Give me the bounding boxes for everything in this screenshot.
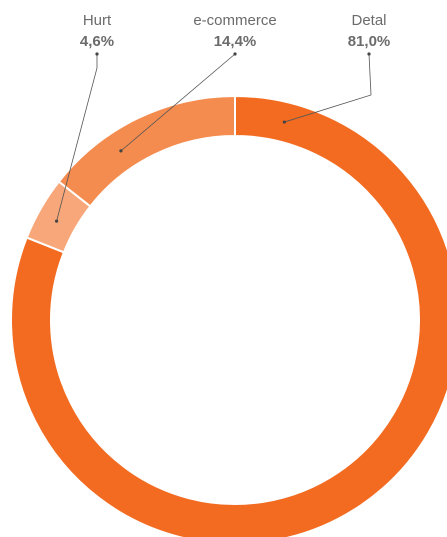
slice-e-commerce <box>57 94 236 208</box>
leader-ecommerce <box>120 53 236 152</box>
leader-lines <box>54 52 372 223</box>
label-hurt: Hurt 4,6% <box>80 12 114 50</box>
leader-ecommerce-start-dot <box>233 52 237 56</box>
leader-detal <box>284 53 372 123</box>
leader-detal-start-dot <box>367 52 371 56</box>
label-detal-name: Detal <box>351 12 386 29</box>
label-ecommerce: e-commerce 14,4% <box>193 12 276 50</box>
label-ecommerce-name: e-commerce <box>193 12 276 29</box>
leader-ecommerce-end-dot <box>119 149 123 153</box>
label-hurt-name: Hurt <box>83 12 112 29</box>
donut-slices <box>10 94 447 537</box>
leader-detal-end-dot <box>282 120 286 124</box>
leader-hurt-end-dot <box>54 219 59 223</box>
leader-hurt-start-dot <box>95 52 99 56</box>
label-hurt-value: 4,6% <box>80 33 114 50</box>
label-ecommerce-value: 14,4% <box>214 33 257 50</box>
slice-detal <box>10 94 447 537</box>
label-detal-value: 81,0% <box>348 33 391 50</box>
label-detal: Detal 81,0% <box>348 12 391 50</box>
leader-hurt <box>56 54 98 222</box>
